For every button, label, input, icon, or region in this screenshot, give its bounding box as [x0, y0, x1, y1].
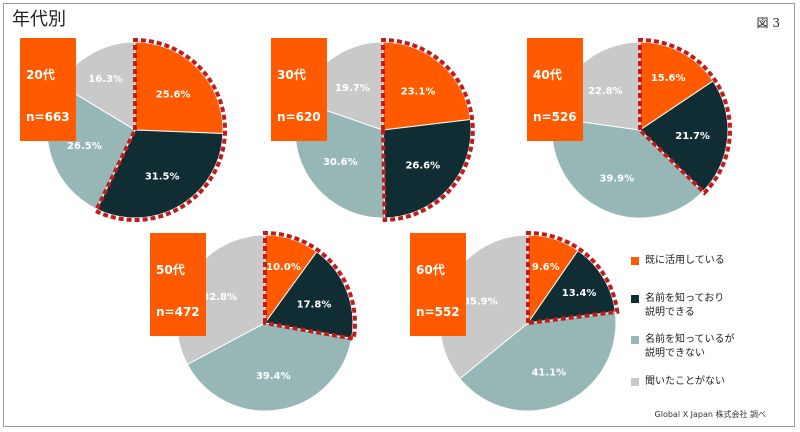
group-label-50s: 50代 n=472 — [150, 233, 206, 336]
legend-label: 名前を知っているが 説明できない — [645, 334, 735, 359]
slice-label: 35.9% — [463, 296, 498, 307]
legend-swatch — [631, 295, 639, 303]
pie-slice — [526, 249, 616, 324]
slice-label: 32.8% — [202, 292, 237, 303]
slice-label: 10.0% — [266, 262, 301, 273]
group-label-20s: 20代 n=663 — [20, 38, 76, 141]
slice-label: 25.6% — [156, 89, 191, 100]
slice-label: 23.1% — [401, 87, 436, 98]
group-n: n=663 — [26, 110, 70, 124]
group-age: 60代 — [416, 263, 445, 277]
group-age: 20代 — [26, 68, 55, 82]
group-n: n=472 — [156, 305, 200, 319]
pie-slice — [134, 41, 224, 134]
group-n: n=552 — [416, 305, 460, 319]
slice-label: 13.4% — [562, 288, 597, 299]
highlight-outline — [263, 230, 357, 342]
pie-slice — [96, 129, 224, 219]
page-title: 年代別 — [12, 9, 66, 30]
group-age: 50代 — [156, 263, 185, 277]
group-label-30s: 30代 n=620 — [271, 38, 327, 141]
group-label-60s: 60代 n=552 — [410, 233, 466, 336]
pie-slice — [264, 251, 354, 339]
group-label-40s: 40代 n=526 — [527, 38, 583, 141]
slice-label: 9.6% — [532, 262, 560, 273]
legend-item-never: 聞いたことがない — [631, 375, 725, 389]
group-age: 40代 — [533, 68, 562, 82]
slice-label: 22.8% — [588, 86, 623, 97]
legend-swatch — [631, 257, 639, 265]
legend-swatch — [631, 378, 639, 386]
pie-4: 9.6% 13.4% 41.1% 35.9% — [439, 230, 620, 412]
legend-label: 聞いたことがない — [645, 376, 725, 387]
pie-slice — [551, 117, 704, 219]
slice-label: 19.7% — [335, 83, 370, 94]
slice-label: 39.9% — [599, 173, 634, 184]
slice-label: 41.1% — [531, 368, 566, 379]
highlight-outline — [638, 37, 732, 196]
legend-item-know-explain: 名前を知っており 説明できる — [631, 292, 724, 320]
slice-label: 39.4% — [256, 371, 291, 382]
legend-item-active: 既に活用している — [631, 254, 725, 268]
pie-slice — [459, 311, 617, 412]
slice-label: 21.7% — [675, 131, 710, 142]
slice-label: 17.8% — [297, 299, 332, 310]
slice-label: 16.3% — [88, 74, 123, 85]
slice-label: 26.5% — [67, 141, 102, 152]
legend-item-know-cannot: 名前を知っているが 説明できない — [631, 333, 735, 361]
figure-number: 図 3 — [756, 16, 780, 30]
legend-label: 名前を知っており 説明できる — [645, 293, 725, 318]
pie-slice — [639, 80, 729, 193]
slice-label: 30.6% — [323, 157, 358, 168]
pie-slice — [186, 322, 353, 412]
slice-label: 26.6% — [405, 161, 440, 172]
group-n: n=526 — [533, 110, 577, 124]
source-note: Global X Japan 株式会社 調べ — [654, 410, 766, 419]
group-n: n=620 — [277, 110, 321, 124]
slice-label: 15.6% — [651, 73, 686, 84]
slice-label: 31.5% — [145, 171, 180, 182]
pie-slice — [639, 41, 714, 131]
legend-label: 既に活用している — [645, 255, 725, 266]
highlight-outline — [526, 230, 620, 326]
group-age: 30代 — [277, 68, 306, 82]
legend-swatch — [631, 336, 639, 344]
highlight-outline — [93, 37, 228, 222]
